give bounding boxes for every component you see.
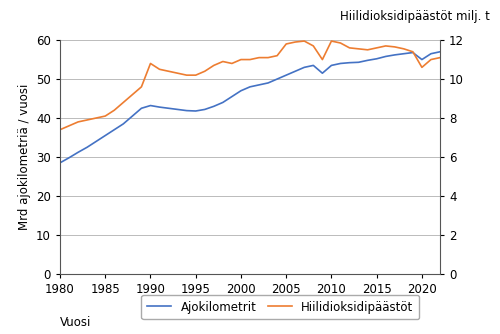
Hiilidioksidipäästöt [356,47,362,51]
Hiilidioksidipäästöt [192,73,198,77]
Hiilidioksidipäästöt [410,50,416,54]
Hiilidioksidipäästöt [320,57,326,61]
Hiilidioksidipäästöt [211,63,217,67]
Ajokilometrit [338,61,344,65]
Ajokilometrit [274,77,280,81]
Hiilidioksidipäästöt [283,42,289,46]
Hiilidioksidipäästöt [66,124,72,128]
Ajokilometrit [256,83,262,87]
Hiilidioksidipäästöt [274,54,280,58]
Hiilidioksidipäästöt [238,57,244,61]
Ajokilometrit [229,95,235,99]
Hiilidioksidipäästöt [374,46,380,50]
Hiilidioksidipäästöt [346,46,352,50]
Ajokilometrit [202,108,208,112]
Hiilidioksidipäästöt [338,41,344,45]
Ajokilometrit [292,69,298,73]
Hiilidioksidipäästöt [265,55,271,59]
Ajokilometrit [174,108,180,112]
Ajokilometrit [356,60,362,64]
Hiilidioksidipäästöt [428,57,434,61]
Hiilidioksidipäästöt [229,61,235,65]
Hiilidioksidipäästöt [112,108,117,112]
Hiilidioksidipäästöt [120,101,126,105]
Ajokilometrit [75,150,81,154]
Ajokilometrit [192,109,198,113]
Ajokilometrit [112,128,117,132]
Hiilidioksidipäästöt [174,71,180,75]
Hiilidioksidipäästöt [419,65,425,69]
Line: Hiilidioksidipäästöt: Hiilidioksidipäästöt [60,41,440,130]
Ajokilometrit [364,58,370,62]
Ajokilometrit [328,63,334,67]
Hiilidioksidipäästöt [166,69,172,73]
Hiilidioksidipäästöt [148,61,154,65]
Ajokilometrit [302,65,308,69]
Hiilidioksidipäästöt [401,47,407,51]
Text: Hiilidioksidipäästöt milj. t: Hiilidioksidipäästöt milj. t [340,10,490,23]
Hiilidioksidipäästöt [247,57,253,61]
Hiilidioksidipäästöt [75,120,81,124]
Text: Vuosi: Vuosi [60,316,92,329]
Ajokilometrit [57,161,63,165]
Ajokilometrit [428,52,434,56]
Ajokilometrit [247,85,253,89]
Ajokilometrit [148,104,154,108]
Ajokilometrit [392,53,398,57]
Ajokilometrit [283,73,289,77]
Ajokilometrit [310,63,316,67]
Ajokilometrit [382,54,388,58]
Hiilidioksidipäästöt [138,85,144,89]
Hiilidioksidipäästöt [437,55,443,59]
Hiilidioksidipäästöt [310,44,316,48]
Ajokilometrit [211,104,217,108]
Hiilidioksidipäästöt [382,44,388,48]
Ajokilometrit [410,50,416,54]
Y-axis label: Mrd ajokilometriä / vuosi: Mrd ajokilometriä / vuosi [18,84,30,230]
Hiilidioksidipäästöt [256,55,262,59]
Hiilidioksidipäästöt [156,67,162,71]
Ajokilometrit [437,50,443,54]
Line: Ajokilometrit: Ajokilometrit [60,52,440,163]
Ajokilometrit [346,61,352,65]
Ajokilometrit [419,57,425,61]
Legend: Ajokilometrit, Hiilidioksidipäästöt: Ajokilometrit, Hiilidioksidipäästöt [142,295,420,319]
Hiilidioksidipäästöt [93,116,99,120]
Hiilidioksidipäästöt [57,128,63,132]
Ajokilometrit [138,106,144,110]
Ajokilometrit [93,139,99,143]
Ajokilometrit [166,106,172,110]
Hiilidioksidipäästöt [328,39,334,43]
Ajokilometrit [374,57,380,61]
Ajokilometrit [265,81,271,85]
Ajokilometrit [184,109,190,113]
Ajokilometrit [66,156,72,160]
Ajokilometrit [156,105,162,109]
Hiilidioksidipäästöt [302,39,308,43]
Ajokilometrit [401,52,407,56]
Hiilidioksidipäästöt [84,118,90,122]
Hiilidioksidipäästöt [202,69,208,73]
Ajokilometrit [320,71,326,75]
Ajokilometrit [238,89,244,93]
Hiilidioksidipäästöt [220,59,226,63]
Ajokilometrit [130,114,136,118]
Hiilidioksidipäästöt [364,48,370,52]
Hiilidioksidipäästöt [292,40,298,44]
Ajokilometrit [102,134,108,138]
Hiilidioksidipäästöt [392,45,398,49]
Ajokilometrit [84,145,90,149]
Hiilidioksidipäästöt [130,93,136,97]
Ajokilometrit [120,122,126,126]
Hiilidioksidipäästöt [184,73,190,77]
Ajokilometrit [220,101,226,105]
Hiilidioksidipäästöt [102,114,108,118]
